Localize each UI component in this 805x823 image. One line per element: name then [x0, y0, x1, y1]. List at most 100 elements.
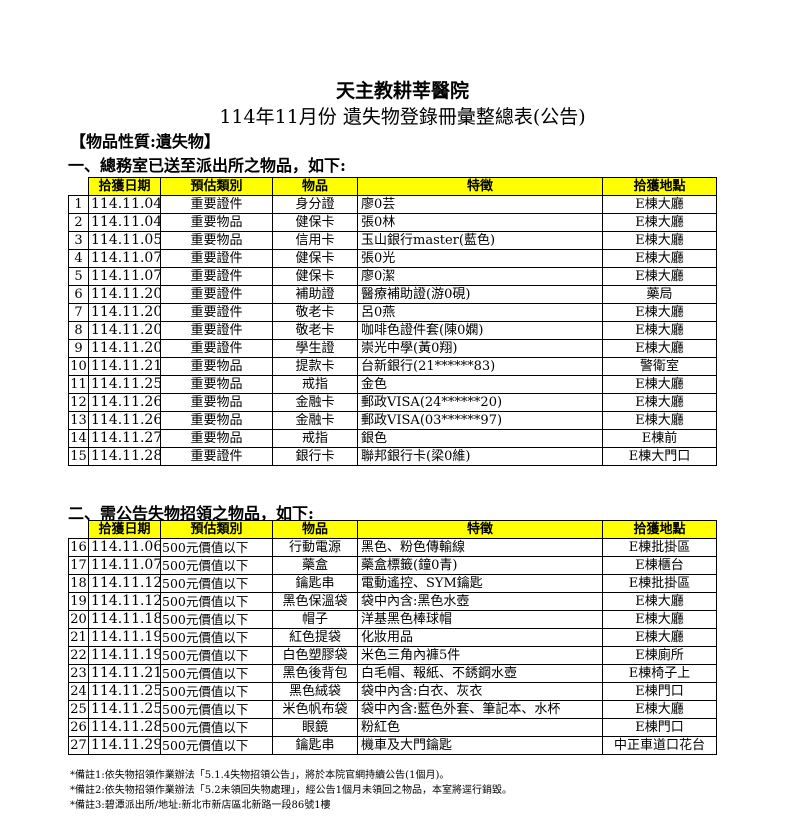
cell-features: 咖啡色證件套(陳0嫻) — [357, 321, 603, 340]
cell-category: 500元價值以下 — [160, 736, 273, 755]
table-row: 11 114.11.25 重要物品 戒指 金色 E棟大廳 — [68, 375, 717, 394]
table-row: 4 114.11.07 重要證件 健保卡 張0光 E棟大廳 — [68, 249, 717, 268]
note-3: *備註3:碧潭派出所/地址:新北市新店區北新路一段86號1樓 — [70, 800, 331, 811]
cell-features: 米色三角內褲5件 — [357, 646, 603, 665]
cell-features: 洋基黑色棒球帽 — [357, 610, 603, 629]
cell-item: 帽子 — [272, 610, 358, 629]
table-row: 21 114.11.19 500元價值以下 紅色提袋 化妝用品 E棟大廳 — [68, 628, 717, 647]
header-blank — [68, 520, 89, 539]
cell-row-number: 7 — [68, 303, 89, 322]
cell-item: 藥盒 — [272, 556, 358, 575]
cell-features: 張0林 — [357, 213, 603, 232]
cell-found-date: 114.11.28 — [88, 447, 161, 466]
cell-found-date: 114.11.25 — [88, 375, 161, 394]
cell-row-number: 8 — [68, 321, 89, 340]
cell-row-number: 14 — [68, 429, 89, 448]
cell-row-number: 4 — [68, 249, 89, 268]
header-blank — [68, 177, 89, 196]
column-header-found-date: 拾獲日期 — [88, 520, 161, 539]
cell-found-location: E棟門口 — [602, 718, 717, 737]
cell-features: 袋中內含:黑色水壺 — [357, 592, 603, 611]
cell-category: 重要證件 — [160, 267, 273, 286]
cell-found-location: E棟大廳 — [602, 213, 717, 232]
cell-found-location: E棟大廳 — [602, 339, 717, 358]
cell-category: 重要證件 — [160, 321, 273, 340]
cell-row-number: 12 — [68, 393, 89, 412]
cell-found-date: 114.11.20 — [88, 303, 161, 322]
cell-features: 醫療補助證(游0硯) — [357, 285, 603, 304]
cell-features: 金色 — [357, 375, 603, 394]
table-row: 25 114.11.25 500元價值以下 米色帆布袋 袋中內含:藍色外套、筆記本、水杯… — [68, 700, 717, 719]
cell-found-location: E棟前 — [602, 429, 717, 448]
cell-row-number: 5 — [68, 267, 89, 286]
cell-category: 500元價值以下 — [160, 700, 273, 719]
cell-category: 重要物品 — [160, 213, 273, 232]
cell-row-number: 13 — [68, 411, 89, 430]
table-row: 27 114.11.29 500元價值以下 鑰匙串 機車及大門鑰匙 中正車道口花台 — [68, 736, 717, 755]
cell-found-location: E棟大廳 — [602, 321, 717, 340]
cell-found-location: E棟大廳 — [602, 267, 717, 286]
cell-found-date: 114.11.29 — [88, 736, 161, 755]
table-row: 3 114.11.05 重要物品 信用卡 玉山銀行master(藍色) E棟大廳 — [68, 231, 717, 250]
cell-category: 500元價值以下 — [160, 610, 273, 629]
cell-found-location: E棟批掛區 — [602, 574, 717, 593]
cell-item: 身分證 — [272, 195, 358, 214]
cell-category: 重要證件 — [160, 195, 273, 214]
cell-found-date: 114.11.26 — [88, 393, 161, 412]
cell-category: 重要物品 — [160, 429, 273, 448]
cell-item: 鑰匙串 — [272, 574, 358, 593]
column-header-features: 特徵 — [357, 520, 603, 539]
table-row: 10 114.11.21 重要物品 提款卡 台新銀行(21******83) 警衛室 — [68, 357, 717, 376]
cell-found-date: 114.11.12 — [88, 574, 161, 593]
cell-found-location: E棟大廳 — [602, 700, 717, 719]
cell-row-number: 17 — [68, 556, 89, 575]
note-1: *備註1:依失物招領作業辦法「5.1.4失物招領公告」，將於本院官網持續公告(1… — [70, 770, 450, 781]
table-row: 7 114.11.20 重要證件 敬老卡 呂0燕 E棟大廳 — [68, 303, 717, 322]
cell-found-date: 114.11.18 — [88, 610, 161, 629]
cell-row-number: 11 — [68, 375, 89, 394]
cell-row-number: 9 — [68, 339, 89, 358]
cell-row-number: 6 — [68, 285, 89, 304]
cell-features: 機車及大門鑰匙 — [357, 736, 603, 755]
table-row: 12 114.11.26 重要物品 金融卡 郵政VISA(24******20) E棟大廳 — [68, 393, 717, 412]
cell-category: 重要證件 — [160, 285, 273, 304]
cell-features: 張0光 — [357, 249, 603, 268]
table-row: 16 114.11.06 500元價值以下 行動電源 黑色、粉色傳輸線 E棟批掛區 — [68, 538, 717, 557]
cell-item: 米色帆布袋 — [272, 700, 358, 719]
cell-features: 袋中內含:白衣、灰衣 — [357, 682, 603, 701]
cell-row-number: 27 — [68, 736, 89, 755]
column-header-item: 物品 — [272, 177, 358, 196]
cell-found-date: 114.11.20 — [88, 285, 161, 304]
cell-found-date: 114.11.12 — [88, 592, 161, 611]
table-header-row: 拾獲日期 預估類別 物品 特徵 拾獲地點 — [68, 520, 717, 539]
note-2: *備註2:依失物招領作業辦法「5.2未領回失物處理」，經公告1個月未領回之物品，… — [70, 785, 512, 796]
cell-found-location: E棟大廳 — [602, 195, 717, 214]
table-row: 18 114.11.12 500元價值以下 鑰匙串 電動遙控、SYM鑰匙 E棟批掛區 — [68, 574, 717, 593]
cell-found-location: E棟批掛區 — [602, 538, 717, 557]
cell-row-number: 16 — [68, 538, 89, 557]
cell-found-date: 114.11.20 — [88, 339, 161, 358]
cell-row-number: 26 — [68, 718, 89, 737]
cell-item: 銀行卡 — [272, 447, 358, 466]
column-header-found-location: 拾獲地點 — [602, 177, 717, 196]
cell-item: 戒指 — [272, 429, 358, 448]
cell-features: 郵政VISA(03******97) — [357, 411, 603, 430]
cell-item: 補助證 — [272, 285, 358, 304]
cell-found-location: E棟大廳 — [602, 303, 717, 322]
cell-row-number: 18 — [68, 574, 89, 593]
cell-item: 提款卡 — [272, 357, 358, 376]
cell-features: 聯邦銀行卡(梁0維) — [357, 447, 603, 466]
cell-found-location: E棟大廳 — [602, 610, 717, 629]
cell-category: 500元價值以下 — [160, 592, 273, 611]
cell-found-date: 114.11.19 — [88, 628, 161, 647]
cell-features: 白毛帽、報紙、不銹鋼水壺 — [357, 664, 603, 683]
cell-found-location: E棟大廳 — [602, 231, 717, 250]
police-transferred-items-table: 拾獲日期 預估類別 物品 特徵 拾獲地點 1 114.11.04 重要證件 身分證 廖0芸 E棟大… — [68, 177, 717, 466]
cell-item: 敬老卡 — [272, 303, 358, 322]
cell-found-date: 114.11.07 — [88, 556, 161, 575]
cell-found-location: E棟椅子上 — [602, 664, 717, 683]
cell-features: 黑色、粉色傳輸線 — [357, 538, 603, 557]
column-header-found-date: 拾獲日期 — [88, 177, 161, 196]
cell-found-location: 警衛室 — [602, 357, 717, 376]
cell-item: 敬老卡 — [272, 321, 358, 340]
